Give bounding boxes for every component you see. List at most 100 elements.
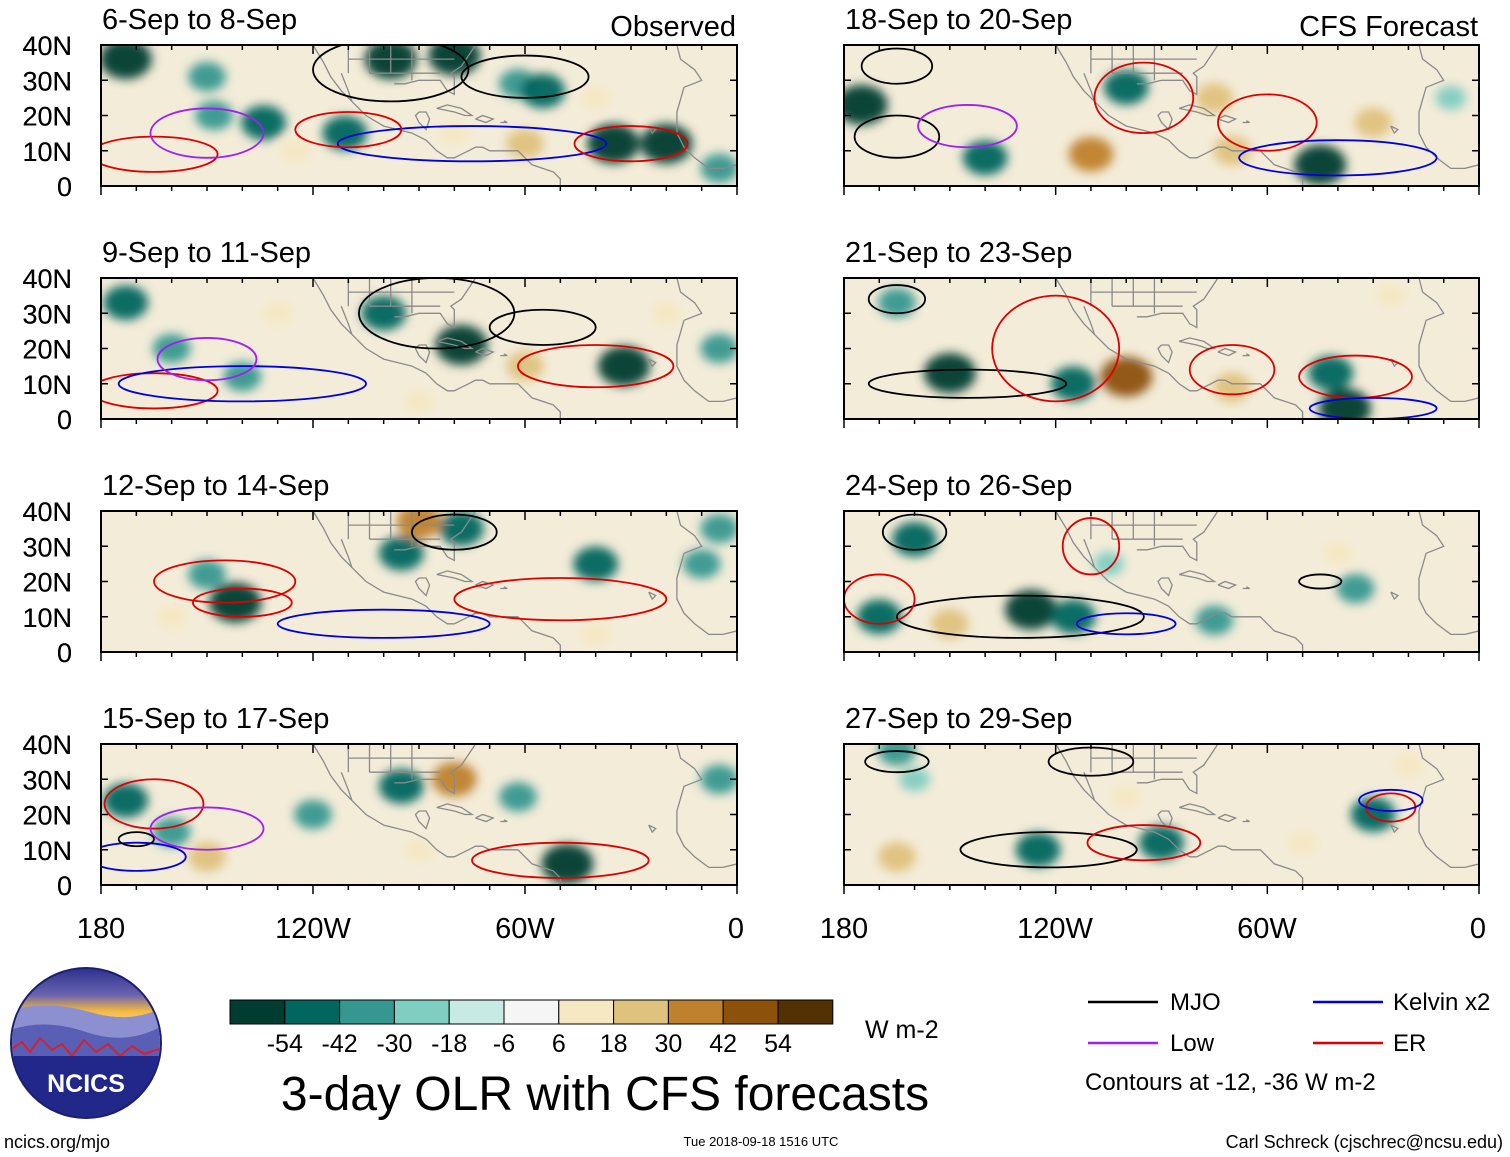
olr-anomaly-blob — [541, 843, 594, 884]
contour-low — [156, 337, 258, 382]
ncics-logo: NCICS — [10, 967, 162, 1119]
x-tick-label: 0 — [728, 913, 744, 945]
coastline — [500, 819, 508, 823]
colorbar-swatch — [393, 999, 450, 1025]
contour-er — [101, 372, 219, 410]
panel-title: 15-Sep to 17-Sep — [102, 703, 329, 735]
coastline — [676, 45, 737, 170]
coastline — [1418, 278, 1479, 403]
olr-anomaly-blob — [1068, 136, 1114, 172]
panel: 40N 30N 20N 10N 0 12-Sep to 14-Sep — [22, 470, 738, 668]
coastline — [500, 120, 508, 124]
legend-label-kelvin: Kelvin x2 — [1393, 989, 1490, 1016]
colorbar-swatch — [667, 999, 724, 1025]
coastline — [1055, 278, 1304, 419]
colorbar-tick-label: -6 — [493, 1030, 515, 1058]
olr-anomaly-blob — [1393, 753, 1424, 778]
wave-contours — [867, 284, 1438, 419]
olr-anomaly-blob — [580, 85, 612, 110]
colorbar: -54 -42 -30 -18 -6 6 18 30 42 54 — [229, 999, 834, 1058]
coastline — [436, 104, 475, 117]
coastline — [1178, 803, 1217, 816]
panel: 40N 30N 20N 10N 0 18-Sep to 20-Sep — [22, 4, 1480, 202]
colorbar-swatch — [448, 999, 505, 1025]
coastline — [436, 337, 475, 350]
coastline — [500, 353, 508, 357]
colorbar-swatch — [613, 999, 669, 1025]
olr-anomaly-blob — [361, 295, 407, 331]
olr-anomaly-blob — [1350, 797, 1396, 832]
olr-anomaly-blob — [438, 511, 484, 546]
x-tick-label: 60W — [495, 913, 555, 945]
y-tick-label: 0 — [57, 405, 72, 435]
y-tick-label: 20N — [22, 801, 72, 831]
olr-anomaly-blob — [152, 817, 191, 847]
panel: 40N 30N 20N 10N 0 15-Sep to 17-Sep — [22, 703, 738, 901]
coastline — [648, 358, 657, 368]
coastline — [1242, 819, 1250, 823]
coastline — [1242, 586, 1250, 590]
contour-er — [1093, 61, 1195, 135]
coastline — [500, 586, 508, 590]
y-tick-label: 40N — [22, 31, 72, 61]
coastline — [436, 570, 475, 583]
colorbar-tick-label: -18 — [431, 1030, 467, 1058]
x-tick-label: 0 — [1470, 913, 1486, 945]
wave-contours — [101, 278, 675, 410]
coastline — [1157, 577, 1173, 597]
coastline — [1217, 347, 1238, 357]
y-tick-label: 40N — [22, 730, 72, 760]
contour-er — [1217, 93, 1318, 152]
y-tick-label: 30N — [22, 765, 72, 795]
y-tick-label: 10N — [22, 137, 72, 167]
olr-anomaly-blob — [1322, 541, 1354, 566]
legend-label-mjo: MJO — [1170, 989, 1221, 1016]
olr-anomaly-blob — [280, 138, 311, 163]
coastline — [1217, 580, 1238, 590]
contour-er — [573, 125, 689, 163]
colorbar-swatch — [722, 999, 779, 1025]
y-tick-label: 0 — [57, 638, 72, 668]
contour-mjo — [117, 831, 155, 848]
wave-contours — [153, 513, 668, 639]
contour-er — [1086, 824, 1202, 862]
footer-credit: Carl Schreck (cjschrec@ncsu.edu) — [1226, 1132, 1503, 1152]
coastline — [1136, 278, 1219, 329]
olr-anomaly-blob — [700, 764, 737, 794]
coastlines — [312, 511, 737, 652]
coastline — [1136, 744, 1219, 795]
olr-anomaly-blob — [1005, 589, 1057, 630]
y-tick-label: 0 — [57, 172, 72, 202]
contour-mjo — [488, 308, 597, 346]
olr-anomaly-blob — [1375, 283, 1407, 308]
contour-er — [844, 573, 916, 625]
coastline — [340, 305, 353, 335]
panel: 40N 30N 20N 10N 0 21-Sep to 23-Sep — [22, 237, 1480, 435]
y-tick-label: 40N — [22, 730, 72, 760]
coastline — [1217, 813, 1238, 823]
contour-note: Contours at -12, -36 W m-2 — [1085, 1069, 1376, 1096]
colorbar-swatch — [558, 999, 615, 1025]
olr-anomaly-blob — [241, 105, 286, 140]
colorbar-tick-label: -54 — [267, 1030, 303, 1058]
y-tick-label: 20N — [22, 102, 72, 132]
olr-anomaly-blob — [378, 535, 424, 571]
contour-low — [149, 107, 265, 159]
olr-anomaly-blob — [1336, 573, 1375, 604]
colorbar-swatch — [284, 999, 341, 1025]
y-tick-label: 10N — [22, 137, 72, 167]
panel-title: 6-Sep to 8-Sep — [102, 4, 297, 36]
olr-anomaly-blob — [1110, 784, 1142, 809]
olr-anomaly-blob — [103, 285, 149, 321]
contour-er — [453, 577, 668, 622]
olr-anomaly-blob — [587, 123, 640, 164]
y-tick-label: 0 — [57, 172, 72, 202]
wave-contours — [101, 778, 650, 879]
y-tick-label: 20N — [22, 335, 72, 365]
colorbar-tick-label: 30 — [654, 1030, 682, 1058]
contour-mjo — [312, 45, 470, 103]
contour-kelvin-x2 — [1238, 139, 1438, 177]
y-tick-label: 30N — [22, 532, 72, 562]
contour-er — [153, 559, 297, 604]
legend-label-low: Low — [1170, 1030, 1215, 1057]
